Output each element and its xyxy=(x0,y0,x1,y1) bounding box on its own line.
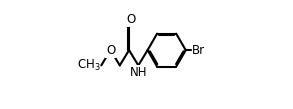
Text: NH: NH xyxy=(130,66,147,79)
Text: O: O xyxy=(126,13,136,26)
Text: Br: Br xyxy=(192,44,205,57)
Text: O: O xyxy=(106,44,115,57)
Text: CH$_3$: CH$_3$ xyxy=(77,58,100,73)
